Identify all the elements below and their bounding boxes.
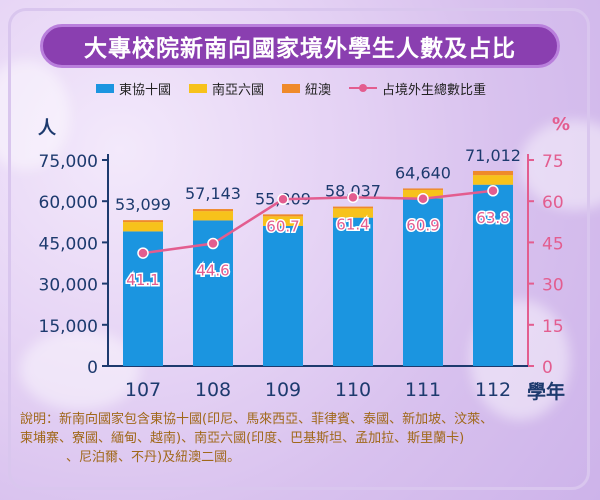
bar-segment-south-asia bbox=[193, 211, 233, 221]
x-tick-label: 107 bbox=[125, 379, 161, 401]
left-tick-label: 75,000 bbox=[39, 152, 98, 172]
legend-item-south-asia: 南亞六國 bbox=[189, 79, 264, 98]
legend-item-asean: 東協十國 bbox=[96, 79, 171, 98]
bar-segment-south-asia bbox=[263, 216, 303, 226]
bar-segment-south-asia bbox=[473, 175, 513, 185]
legend-swatch-asean bbox=[96, 83, 114, 93]
right-tick-label: 45 bbox=[542, 234, 564, 254]
right-tick-label: 0 bbox=[542, 358, 553, 378]
legend-label-nz-au: 紐澳 bbox=[305, 82, 332, 98]
chart-frame bbox=[8, 8, 590, 490]
background-petal bbox=[0, 60, 70, 170]
right-tick-label: 60 bbox=[542, 193, 564, 213]
legend-label-asean: 東協十國 bbox=[119, 82, 172, 98]
bar-segment-nz-au bbox=[263, 214, 303, 217]
chart-title: 大專校院新南向國家境外學生人數及占比 bbox=[84, 36, 516, 62]
x-tick-label: 109 bbox=[265, 379, 301, 401]
share-data-label: 41.1 bbox=[126, 271, 159, 289]
left-tick-label: 30,000 bbox=[39, 276, 98, 296]
right-tick-label: 30 bbox=[542, 276, 564, 296]
left-tick-label: 60,000 bbox=[39, 193, 98, 213]
bar-segment-nz-au bbox=[193, 209, 233, 212]
legend-label-share: 占境外生總數比重 bbox=[382, 82, 487, 98]
bar-segment-asean bbox=[473, 184, 513, 366]
share-point bbox=[417, 192, 429, 205]
left-axis-unit: 人 bbox=[38, 118, 56, 139]
share-line bbox=[142, 189, 494, 255]
bar-total-label: 57,143 bbox=[185, 184, 241, 203]
legend-label-south-asia: 南亞六國 bbox=[212, 82, 265, 98]
bar-segment-south-asia bbox=[333, 208, 373, 218]
chart-note: 說明：新南向國家包含東協十國(印尼、馬來西亞、菲律賓、泰國、新加坡、汶萊、 柬埔… bbox=[20, 410, 580, 467]
x-tick-label: 112 bbox=[475, 379, 511, 401]
legend-item-nz-au: 紐澳 bbox=[282, 79, 331, 98]
right-tick-label: 15 bbox=[542, 317, 564, 337]
bar-segment-nz-au bbox=[123, 220, 163, 223]
x-tick-label: 111 bbox=[405, 379, 441, 401]
left-tick-label: 45,000 bbox=[39, 234, 98, 254]
legend-line-marker-icon bbox=[349, 83, 378, 93]
share-data-label: 60.9 bbox=[406, 217, 439, 235]
note-line-3: 、尼泊爾、不丹)及紐澳二國。 bbox=[66, 450, 241, 465]
share-point bbox=[347, 191, 359, 204]
share-data-label: 44.6 bbox=[196, 261, 229, 279]
background-petal bbox=[20, 330, 140, 410]
legend-swatch-south-asia bbox=[189, 83, 208, 93]
right-tick-label: 75 bbox=[542, 152, 564, 172]
x-tick-label: 110 bbox=[335, 379, 371, 401]
share-point bbox=[487, 185, 499, 197]
bar-total-label: 64,640 bbox=[395, 163, 451, 182]
legend-item-share: 占境外生總數比重 bbox=[349, 79, 486, 98]
chart-legend: 東協十國 南亞六國 紐澳 占境外生總數比重 bbox=[96, 78, 486, 98]
bar-segment-nz-au bbox=[403, 188, 443, 190]
bar-total-label: 58,037 bbox=[325, 182, 381, 201]
bar-segment-asean bbox=[263, 225, 303, 366]
left-tick-label: 15,000 bbox=[39, 317, 98, 337]
share-point bbox=[137, 247, 149, 259]
background-petal bbox=[520, 120, 600, 210]
chart-title-banner: 大專校院新南向國家境外學生人數及占比 bbox=[40, 24, 560, 68]
bar-total-label: 71,012 bbox=[465, 146, 521, 165]
bar-segment-south-asia bbox=[123, 222, 163, 232]
left-tick-label: 0 bbox=[87, 358, 98, 378]
x-axis-unit: 學年 bbox=[527, 381, 566, 403]
share-point bbox=[207, 237, 219, 250]
share-data-label: 60.7 bbox=[266, 217, 299, 235]
bar-segment-nz-au bbox=[473, 170, 513, 176]
bar-segment-asean bbox=[333, 217, 373, 366]
note-line-1: 說明：新南向國家包含東協十國(印尼、馬來西亞、菲律賓、泰國、新加坡、汶萊、 bbox=[20, 412, 494, 427]
note-line-2: 柬埔寨、寮國、緬甸、越南)、南亞六國(印度、巴基斯坦、孟加拉、斯里蘭卡) bbox=[20, 431, 465, 446]
bar-segment-asean bbox=[403, 198, 443, 366]
legend-swatch-nz-au bbox=[282, 83, 301, 93]
bar-total-label: 53,099 bbox=[115, 195, 171, 214]
right-axis-unit: % bbox=[552, 114, 571, 135]
x-tick-label: 108 bbox=[195, 379, 231, 401]
share-data-label: 63.8 bbox=[476, 209, 509, 227]
share-point bbox=[277, 193, 289, 206]
share-data-label: 61.4 bbox=[336, 215, 369, 233]
bar-segment-nz-au bbox=[333, 206, 373, 209]
